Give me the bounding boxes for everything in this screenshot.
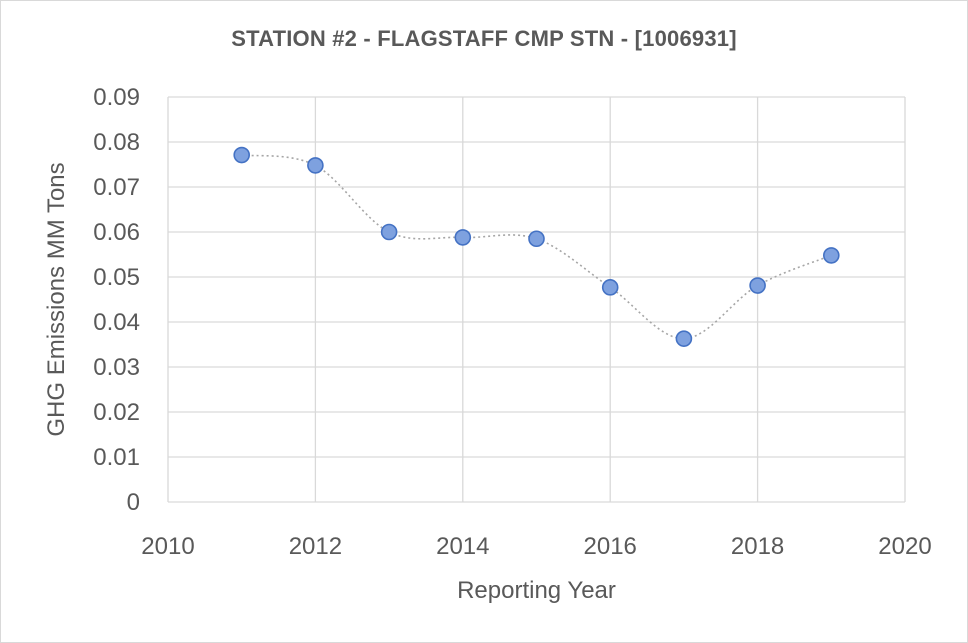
data-point — [528, 230, 545, 248]
series-line — [241, 154, 832, 340]
chart-title: STATION #2 - FLAGSTAFF CMP STN - [100693… — [231, 26, 737, 51]
y-tick-label: 0.04 — [93, 309, 140, 336]
y-axis-title: GHG Emissions MM Tons — [43, 162, 70, 436]
data-point — [380, 223, 398, 241]
x-tick-label: 2012 — [289, 533, 342, 560]
data-point — [454, 229, 472, 246]
x-tick-label: 2018 — [731, 533, 784, 560]
x-tick-label: 2020 — [878, 533, 931, 560]
x-axis-ticks: 2010 2012 2014 2016 2018 2020 — [141, 533, 931, 560]
data-point — [307, 157, 324, 174]
y-tick-label: 0.05 — [93, 264, 140, 291]
y-tick-label: 0.06 — [93, 219, 140, 246]
data-point — [749, 277, 766, 294]
x-tick-label: 2016 — [584, 533, 637, 560]
y-tick-label: 0.09 — [93, 84, 140, 111]
data-point — [675, 330, 693, 347]
grid-lines — [167, 96, 906, 503]
x-tick-label: 2010 — [141, 533, 194, 560]
y-tick-label: 0 — [127, 489, 140, 516]
y-tick-label: 0.01 — [93, 444, 140, 471]
data-points — [233, 146, 840, 347]
y-tick-label: 0.07 — [93, 174, 140, 201]
data-point — [822, 247, 840, 264]
y-axis-ticks: 0 0.01 0.02 0.03 0.04 0.05 0.06 0.07 0.08 0.09 — [93, 84, 140, 516]
x-axis-title: Reporting Year — [457, 577, 616, 604]
data-point — [601, 279, 619, 296]
x-tick-label: 2014 — [436, 533, 489, 560]
y-tick-label: 0.03 — [93, 354, 140, 381]
y-tick-label: 0.08 — [93, 129, 140, 156]
data-point — [233, 146, 250, 164]
y-tick-label: 0.02 — [93, 399, 140, 426]
